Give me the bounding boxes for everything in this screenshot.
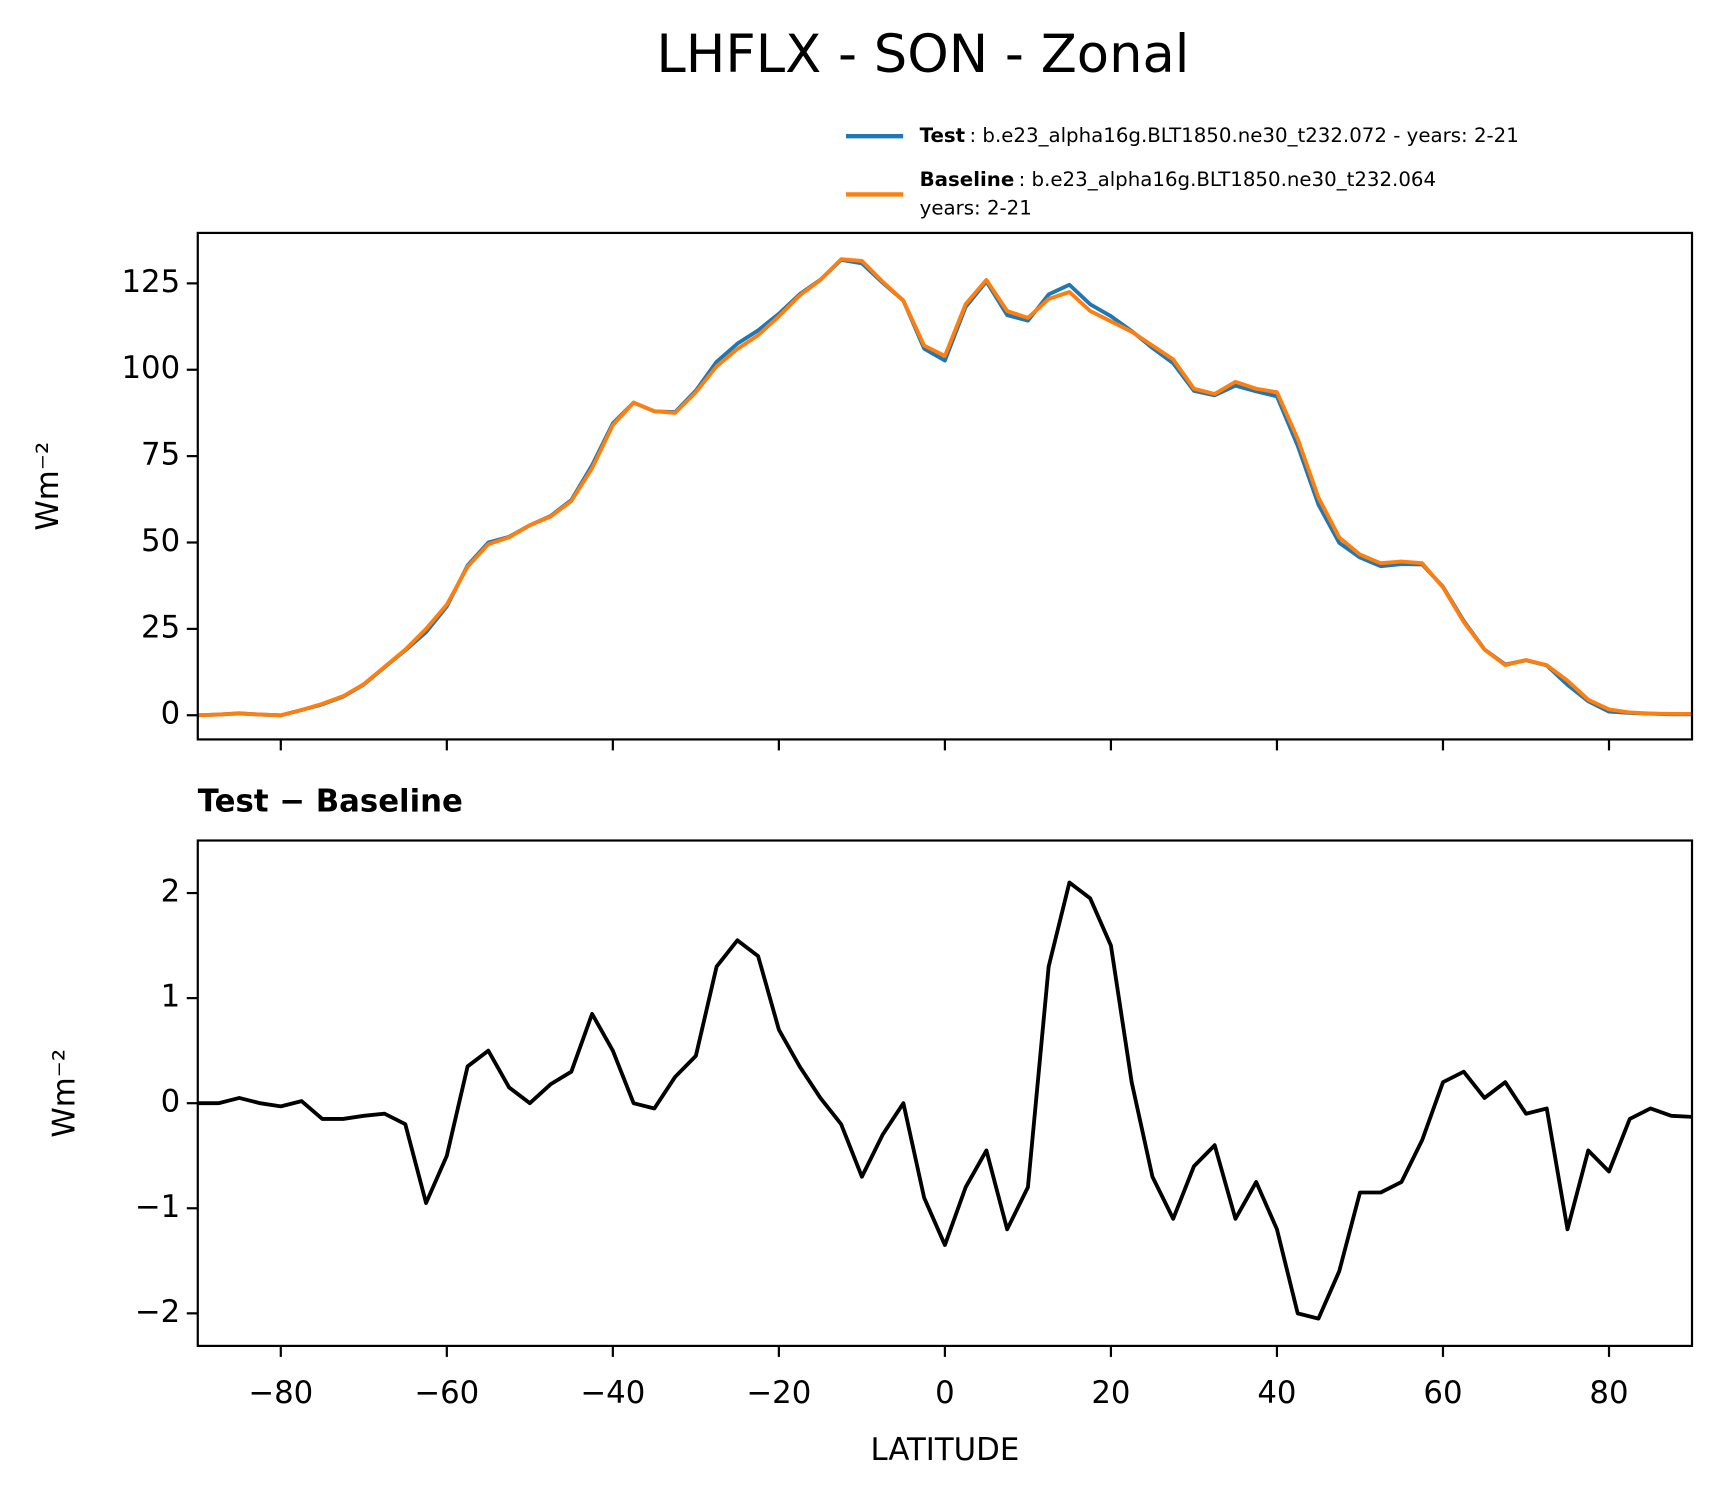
- x-tick-label: −40: [580, 1375, 645, 1411]
- x-tick-label: 0: [935, 1375, 955, 1411]
- y-axis-label: Wm⁻²: [30, 442, 66, 531]
- y-tick-label: 2: [161, 874, 181, 910]
- x-tick-label: 20: [1091, 1375, 1130, 1411]
- axes-frame: [196, 839, 1694, 1348]
- x-tick-label: −60: [414, 1375, 479, 1411]
- y-tick-label: 1: [161, 979, 181, 1015]
- x-tick-label: −80: [248, 1375, 313, 1411]
- legend-name: Baseline: [920, 168, 1015, 191]
- x-tick-label: −20: [746, 1375, 811, 1411]
- y-tick-label: 25: [141, 609, 180, 645]
- x-tick-label: 40: [1257, 1375, 1296, 1411]
- figure-title: LHFLX - SON - Zonal: [656, 24, 1189, 85]
- legend-text: : b.e23_alpha16g.BLT1850.ne30_t232.072 -…: [970, 124, 1519, 147]
- legend-label: Test: b.e23_alpha16g.BLT1850.ne30_t232.0…: [920, 124, 1519, 147]
- y-axis-label: Wm⁻²: [46, 1049, 82, 1138]
- plot-area: [197, 257, 1693, 718]
- plot-area: [197, 880, 1693, 1321]
- x-tick-label: 60: [1423, 1375, 1462, 1411]
- y-tick-label: 0: [161, 696, 181, 732]
- data-line: [197, 257, 1693, 718]
- x-axis-label: LATITUDE: [871, 1432, 1020, 1468]
- y-tick-label: 0: [161, 1084, 181, 1120]
- data-line: [197, 257, 1693, 718]
- panel-title: Test − Baseline: [198, 784, 463, 820]
- y-tick-label: 125: [121, 264, 180, 300]
- legend-name: Test: [920, 124, 965, 147]
- data-line: [197, 880, 1693, 1321]
- y-tick-label: 75: [141, 437, 180, 473]
- y-tick-label: −1: [135, 1189, 180, 1225]
- y-tick-label: 100: [121, 350, 180, 386]
- legend-label: Baseline: b.e23_alpha16g.BLT1850.ne30_t2…: [920, 168, 1436, 191]
- legend-text: years: 2-21: [920, 196, 1032, 219]
- y-tick-label: −2: [135, 1294, 180, 1330]
- axes-frame: [196, 231, 1694, 741]
- x-tick-label: 80: [1589, 1375, 1628, 1411]
- legend-text: : b.e23_alpha16g.BLT1850.ne30_t232.064: [1019, 168, 1436, 191]
- y-tick-label: 50: [141, 523, 180, 559]
